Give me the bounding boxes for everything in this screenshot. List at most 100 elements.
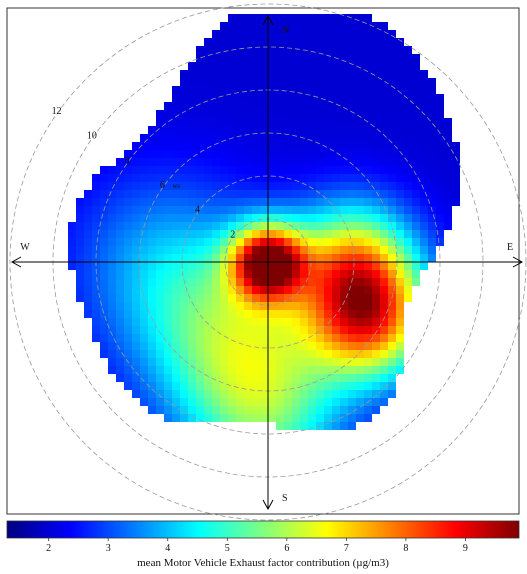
- heatmap-cell: [404, 46, 412, 54]
- heatmap-cell: [436, 102, 444, 110]
- heatmap-cell: [164, 238, 172, 246]
- heatmap-cell: [204, 398, 212, 406]
- heatmap-cell: [180, 134, 188, 142]
- heatmap-cell: [388, 46, 396, 54]
- heatmap-cell: [388, 334, 396, 342]
- heatmap-cell: [148, 382, 156, 390]
- heatmap-cell: [356, 174, 364, 182]
- direction-label-e: E: [507, 242, 513, 253]
- heatmap-cell: [300, 390, 308, 398]
- heatmap-cell: [284, 54, 292, 62]
- heatmap-cell: [300, 382, 308, 390]
- heatmap-cell: [404, 54, 412, 62]
- heatmap-cell: [276, 310, 284, 318]
- heatmap-cell: [396, 294, 404, 302]
- heatmap-cell: [364, 222, 372, 230]
- heatmap-cell: [332, 190, 340, 198]
- heatmap-cell: [180, 70, 188, 78]
- heatmap-cell: [308, 350, 316, 358]
- heatmap-cell: [348, 102, 356, 110]
- heatmap-cell: [428, 190, 436, 198]
- heatmap-cell: [428, 102, 436, 110]
- heatmap-cell: [268, 70, 276, 78]
- heatmap-cell: [220, 406, 228, 414]
- heatmap-cell: [316, 270, 324, 278]
- heatmap-cell: [220, 286, 228, 294]
- heatmap-cell: [156, 230, 164, 238]
- heatmap-cell: [252, 70, 260, 78]
- heatmap-cell: [308, 406, 316, 414]
- heatmap-cell: [316, 246, 324, 254]
- heatmap-cell: [156, 334, 164, 342]
- heatmap-cell: [84, 230, 92, 238]
- heatmap-cell: [332, 294, 340, 302]
- heatmap-cell: [244, 94, 252, 102]
- heatmap-cell: [172, 278, 180, 286]
- heatmap-cell: [340, 198, 348, 206]
- heatmap-cell: [268, 382, 276, 390]
- heatmap-cell: [116, 342, 124, 350]
- heatmap-cell: [140, 190, 148, 198]
- heatmap-cell: [92, 206, 100, 214]
- heatmap-cell: [396, 174, 404, 182]
- heatmap-cell: [316, 406, 324, 414]
- heatmap-cell: [180, 374, 188, 382]
- heatmap-cell: [276, 254, 284, 262]
- heatmap-cell: [188, 254, 196, 262]
- heatmap-cell: [364, 198, 372, 206]
- heatmap-cell: [188, 382, 196, 390]
- heatmap-cell: [84, 198, 92, 206]
- heatmap-cell: [348, 46, 356, 54]
- axis-arrowhead: [10, 256, 22, 268]
- heatmap-cell: [316, 254, 324, 262]
- heatmap-cell: [164, 278, 172, 286]
- heatmap-cell: [292, 14, 300, 22]
- heatmap-cell: [276, 70, 284, 78]
- heatmap-cell: [268, 118, 276, 126]
- heatmap-cell: [236, 318, 244, 326]
- heatmap-cell: [268, 78, 276, 86]
- heatmap-cell: [180, 150, 188, 158]
- heatmap-cell: [388, 262, 396, 270]
- heatmap-cell: [236, 366, 244, 374]
- heatmap-cell: [108, 310, 116, 318]
- heatmap-cell: [332, 134, 340, 142]
- heatmap-cell: [428, 126, 436, 134]
- heatmap-cell: [116, 374, 124, 382]
- heatmap-cell: [372, 126, 380, 134]
- heatmap-cell: [340, 366, 348, 374]
- heatmap-cell: [236, 174, 244, 182]
- heatmap-cell: [404, 206, 412, 214]
- heatmap-cell: [348, 230, 356, 238]
- heatmap-cell: [388, 270, 396, 278]
- heatmap-cell: [100, 310, 108, 318]
- heatmap-cell: [164, 158, 172, 166]
- heatmap-cell: [204, 62, 212, 70]
- heatmap-cell: [260, 302, 268, 310]
- heatmap-cell: [356, 166, 364, 174]
- heatmap-cell: [340, 110, 348, 118]
- heatmap-cell: [116, 294, 124, 302]
- heatmap-cell: [404, 270, 412, 278]
- heatmap-cell: [324, 294, 332, 302]
- heatmap-cell: [156, 310, 164, 318]
- heatmap-cell: [332, 398, 340, 406]
- heatmap-cell: [180, 230, 188, 238]
- heatmap-cell: [228, 326, 236, 334]
- heatmap-cell: [396, 134, 404, 142]
- heatmap-cell: [236, 166, 244, 174]
- heatmap-cell: [164, 134, 172, 142]
- heatmap-cell: [428, 214, 436, 222]
- heatmap-cell: [284, 270, 292, 278]
- heatmap-cell: [364, 326, 372, 334]
- heatmap-cell: [348, 294, 356, 302]
- heatmap-cell: [260, 398, 268, 406]
- heatmap-cell: [356, 414, 364, 422]
- heatmap-cell: [244, 382, 252, 390]
- heatmap-cell: [324, 422, 332, 430]
- heatmap-cell: [412, 102, 420, 110]
- heatmap-cell: [124, 294, 132, 302]
- heatmap-cell: [364, 134, 372, 142]
- heatmap-cell: [188, 318, 196, 326]
- heatmap-cell: [252, 238, 260, 246]
